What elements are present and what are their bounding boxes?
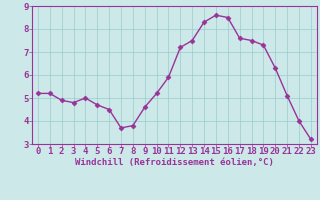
X-axis label: Windchill (Refroidissement éolien,°C): Windchill (Refroidissement éolien,°C) (75, 158, 274, 167)
